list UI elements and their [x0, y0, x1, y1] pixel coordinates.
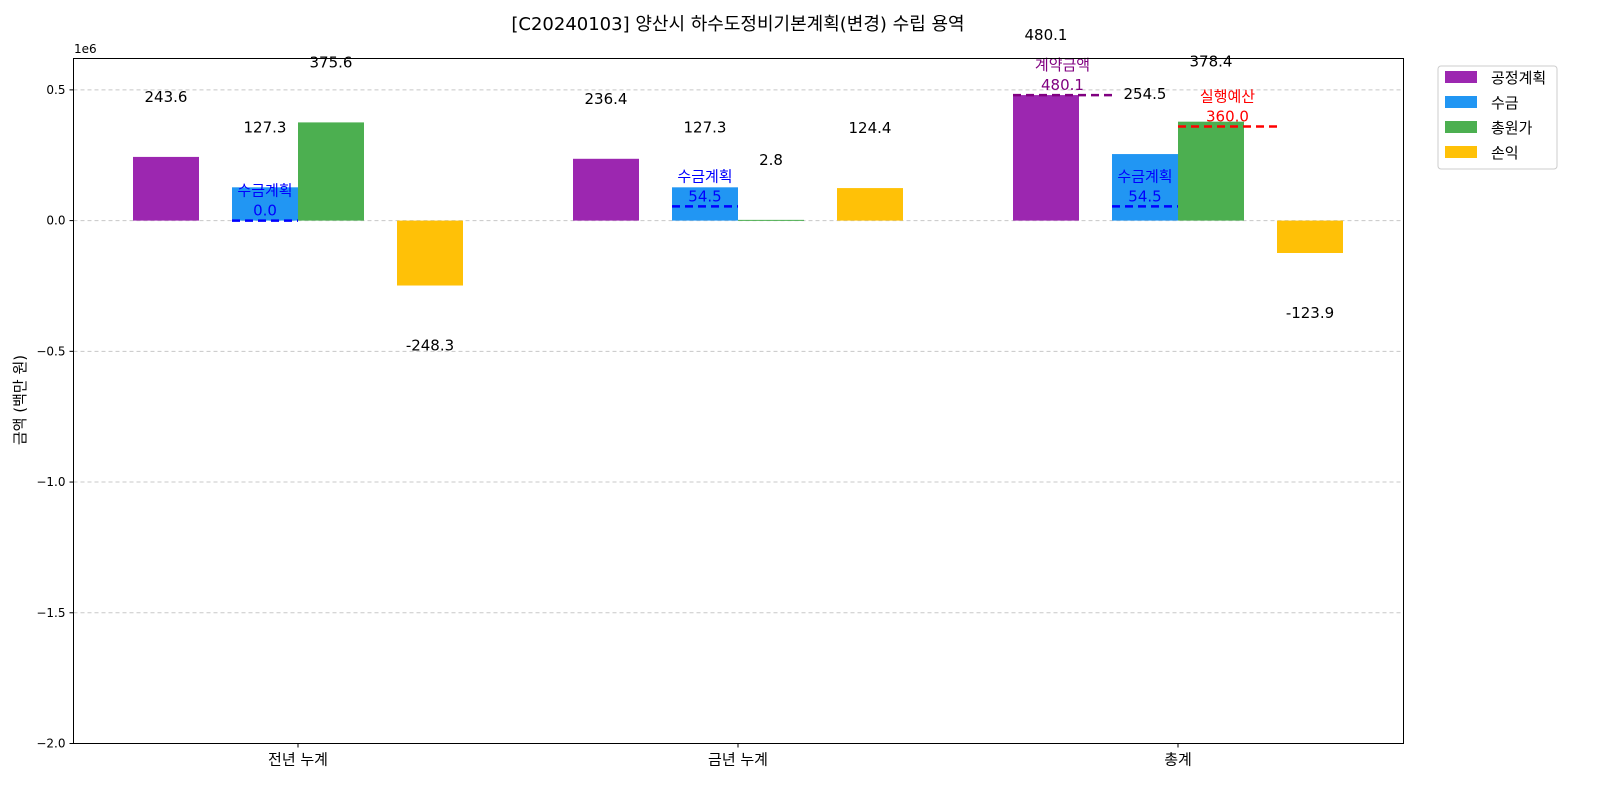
bar [837, 188, 903, 221]
bar [1112, 154, 1178, 221]
bar-value-label: -123.9 [1286, 304, 1334, 322]
y-offset-text: 1e6 [74, 42, 97, 56]
x-tick-label: 전년 누계 [268, 751, 328, 769]
bar [1178, 121, 1244, 221]
bar-value-label: 2.8 [759, 151, 783, 169]
reference-line-name: 계약금액 [1035, 56, 1090, 74]
bar-value-label: 378.4 [1190, 53, 1233, 71]
bar-value-label: 236.4 [585, 90, 628, 108]
bar [397, 220, 463, 286]
bar-value-label: 375.6 [310, 53, 353, 71]
bars [133, 95, 1343, 286]
bar-value-label: 243.6 [145, 88, 188, 106]
legend-frame [1437, 65, 1558, 170]
legend-swatch [1445, 146, 1477, 158]
y-tick-label: −1.5 [36, 606, 65, 620]
x-tick-label: 금년 누계 [708, 751, 768, 769]
reference-line-value: 0.0 [253, 202, 277, 220]
reference-line-name: 수금계획 [677, 167, 732, 185]
bar [232, 187, 298, 221]
legend-swatch [1445, 71, 1477, 83]
reference-line-name: 수금계획 [237, 182, 292, 200]
reference-line-name: 수금계획 [1117, 167, 1172, 185]
reference-line-name: 실행예산 [1200, 87, 1255, 105]
bar-value-label: 254.5 [1124, 85, 1167, 103]
bar [298, 122, 364, 221]
bar [672, 187, 738, 221]
bar-value-label: 480.1 [1025, 26, 1068, 44]
reference-line-value: 480.1 [1041, 76, 1084, 94]
reference-line-value: 54.5 [688, 187, 721, 205]
legend-label: 공정계획 [1491, 69, 1546, 87]
legend-swatch [1445, 121, 1477, 133]
reference-line-value: 360.0 [1206, 107, 1249, 125]
bar [133, 156, 199, 221]
legend-swatch [1445, 96, 1477, 108]
bar [1277, 220, 1343, 253]
bar-value-label: 127.3 [684, 118, 727, 136]
bar [573, 158, 639, 221]
y-tick-label: −0.5 [36, 344, 65, 358]
value-labels: 243.6 236.4 480.1 127.3 127.3 254.5 375.6 2.8 37… [145, 26, 1335, 354]
chart-title: [C20240103] 양산시 하수도정비기본계획(변경) 수립 용역 [511, 14, 964, 35]
legend-label: 수금 [1491, 94, 1519, 112]
bar-value-label: -248.3 [406, 337, 454, 355]
axes: 0.5 0.0 −0.5 −1.0 −1.5 −2.0 전년 누계 금년 누계 총계 [36, 83, 1191, 769]
legend-label: 총원가 [1491, 119, 1533, 137]
y-tick-label: −2.0 [36, 737, 65, 751]
y-tick-label: 0.5 [46, 83, 65, 97]
reference-line-value: 54.5 [1128, 187, 1161, 205]
y-tick-label: −1.0 [36, 475, 65, 489]
reference-lines: 수금계획 0.0 수금계획 54.5 계약금액 480.1 수금계획 54.5 실행예산 360.… [232, 56, 1277, 222]
bar [1013, 95, 1079, 221]
y-axis-label: 금액 (백만 원) [11, 355, 29, 445]
bar-value-label: 124.4 [849, 119, 892, 137]
legend-label: 손익 [1491, 144, 1519, 162]
x-tick-label: 총계 [1164, 751, 1192, 769]
bar-value-label: 127.3 [244, 118, 287, 136]
y-tick-label: 0.0 [46, 214, 65, 228]
bar [738, 219, 804, 221]
